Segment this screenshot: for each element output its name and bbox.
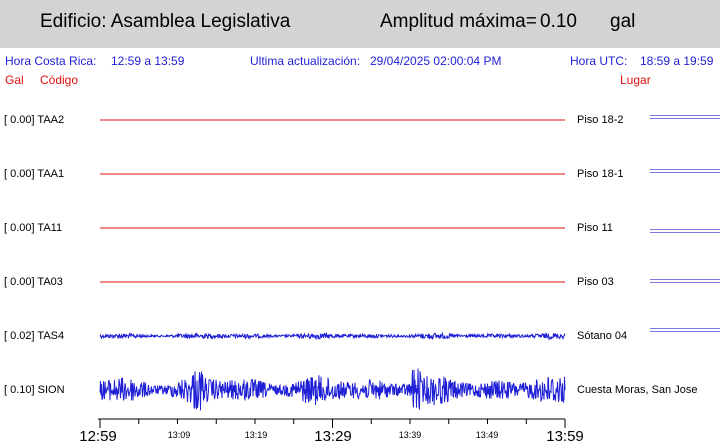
channel-label-sion: [ 0.10] SION <box>4 384 65 396</box>
place-ta03: Piso 03 <box>577 276 614 288</box>
x-tick-label: 13:39 <box>398 430 422 440</box>
title-bar: Edificio: Asamblea Legislativa Amplitud … <box>0 0 720 48</box>
scale-mark-taa2 <box>650 115 720 119</box>
x-tick-label: 13:29 <box>314 428 352 445</box>
place-header: Lugar <box>620 73 651 87</box>
code-header: Código <box>40 73 79 87</box>
channel-label-ta03: [ 0.00] TA03 <box>4 276 63 288</box>
updated-label: Ultima actualización: <box>250 54 361 68</box>
place-ta11: Piso 11 <box>577 222 613 234</box>
updated-value: 29/04/2025 02:00:04 PM <box>370 54 502 68</box>
amplitude-unit: gal <box>610 11 636 32</box>
amplitude-label: Amplitud máxima= <box>380 11 537 32</box>
trace-sion <box>99 368 566 411</box>
scale-mark-taa1 <box>650 169 720 173</box>
building-title: Edificio: Asamblea Legislativa <box>40 11 291 32</box>
channel-label-taa2: [ 0.00] TAA2 <box>4 114 65 126</box>
x-tick-label: 13:59 <box>546 428 584 445</box>
local-time-range: 12:59 a 13:59 <box>111 54 185 68</box>
scale-mark-ta03 <box>650 279 720 283</box>
channel-label-ta11: [ 0.00] TA11 <box>4 222 63 234</box>
amplitude-value: 0.10 <box>540 11 577 32</box>
place-taa2: Piso 18-2 <box>577 114 624 126</box>
channel-label-tas4: [ 0.02] TAS4 <box>4 330 65 342</box>
scale-mark-ta11 <box>650 229 720 233</box>
channel-label-taa1: [ 0.00] TAA1 <box>4 168 65 180</box>
local-time-label: Hora Costa Rica: <box>5 54 97 68</box>
utc-range: 18:59 a 19:59 <box>640 54 714 68</box>
x-tick-label: 12:59 <box>79 428 117 445</box>
x-tick-label: 13:19 <box>244 430 268 440</box>
place-tas4: Sótano 04 <box>577 330 628 342</box>
gal-header: Gal <box>5 73 24 87</box>
scale-mark-tas4 <box>650 328 720 332</box>
place-sion: Cuesta Moras, San Jose <box>577 384 698 396</box>
trace-tas4 <box>99 331 566 341</box>
x-tick-label: 13:49 <box>475 430 499 440</box>
x-tick-label: 13:09 <box>167 430 191 440</box>
utc-label: Hora UTC: <box>570 54 628 68</box>
place-taa1: Piso 18-1 <box>577 168 624 180</box>
